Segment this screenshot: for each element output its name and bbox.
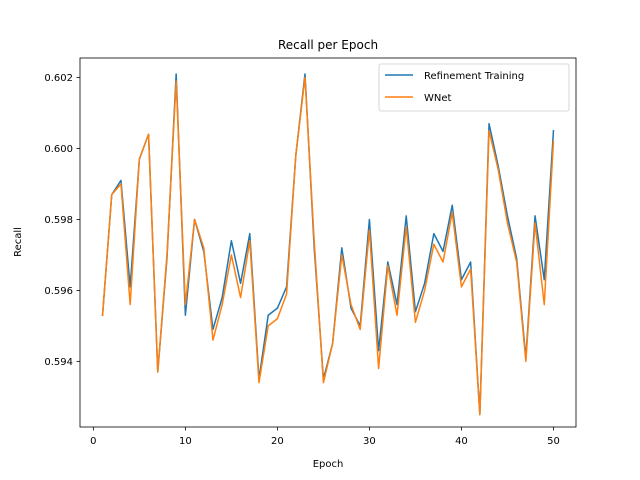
legend-label-refinement-training: Refinement Training <box>424 71 524 82</box>
series-layer <box>101 73 555 416</box>
x-tick-label: 30 <box>363 436 376 447</box>
y-axis-label: Recall <box>13 227 24 257</box>
x-tick-label: 40 <box>455 436 468 447</box>
legend: Refinement Training WNet <box>378 63 570 112</box>
y-tick-label: 0.598 <box>44 215 73 226</box>
series-line-wnet <box>101 76 555 416</box>
chart-title: Recall per Epoch <box>278 38 378 52</box>
y-tick-label: 0.602 <box>44 73 73 84</box>
x-axis: 0 10 20 30 40 50 <box>90 427 560 447</box>
plot-area <box>80 58 576 427</box>
legend-label-wnet: WNet <box>424 93 452 104</box>
x-tick-label: 50 <box>547 436 560 447</box>
x-tick-label: 10 <box>179 436 192 447</box>
plot-frame <box>79 57 577 428</box>
x-tick-label: 0 <box>90 436 96 447</box>
y-tick-label: 0.600 <box>44 144 73 155</box>
y-tick-label: 0.596 <box>44 286 73 297</box>
y-axis: 0.594 0.596 0.598 0.600 0.602 <box>44 73 80 368</box>
x-tick-label: 20 <box>271 436 284 447</box>
x-axis-label: Epoch <box>313 459 344 470</box>
y-tick-label: 0.594 <box>44 357 73 368</box>
legend-box <box>378 63 570 112</box>
